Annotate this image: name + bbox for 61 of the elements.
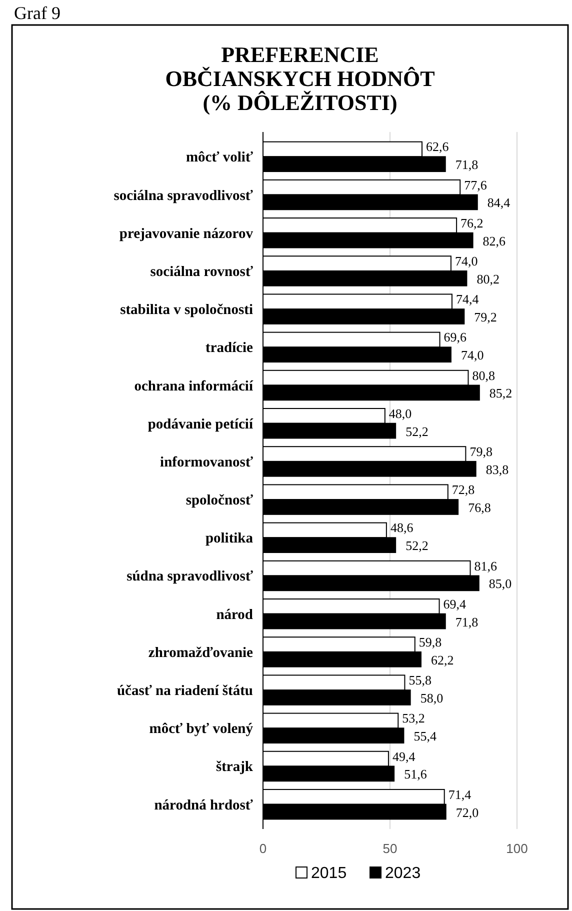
y-tick-label: ochrana informácií xyxy=(134,378,254,394)
y-tick-label: účasť na riadení štátu xyxy=(116,683,253,700)
y-tick-label: môcť byť volený xyxy=(149,721,254,738)
y-tick-label: spoločnosť xyxy=(186,492,254,509)
data-label: 83,8 xyxy=(486,462,509,477)
data-label: 85,2 xyxy=(489,386,512,401)
y-tick-label: zhromažďovanie xyxy=(148,644,254,661)
data-label: 84,4 xyxy=(487,195,511,210)
data-label: 79,8 xyxy=(470,444,492,460)
x-tick-label: 50 xyxy=(382,841,398,856)
y-tick-label: môcť voliť xyxy=(186,150,254,166)
y-tick-label: podávanie petícií xyxy=(148,416,254,432)
data-label: 74,4 xyxy=(456,292,480,307)
data-label: 74,0 xyxy=(460,348,484,363)
y-tick-label: súdna spravodlivosť xyxy=(126,568,254,585)
data-label: 62,6 xyxy=(426,139,450,154)
y-tick-label: štrajk xyxy=(216,759,254,776)
data-label: 69,6 xyxy=(444,330,468,345)
data-label: 82,6 xyxy=(482,233,506,248)
data-label: 81,6 xyxy=(474,558,498,574)
data-label: 48,6 xyxy=(390,520,414,536)
y-tick-label: stabilita v spoločnosti xyxy=(120,302,253,318)
data-label: 85,0 xyxy=(488,576,512,592)
y-tick-label: prejavovanie názorov xyxy=(119,226,254,242)
data-label: 55,8 xyxy=(408,672,432,688)
data-label: 80,2 xyxy=(476,271,500,286)
data-label: 53,2 xyxy=(402,710,425,726)
data-label: 59,8 xyxy=(418,634,442,650)
data-label: 71,8 xyxy=(455,157,478,172)
x-tick-label: 100 xyxy=(506,841,528,856)
y-tick-label: národ xyxy=(216,606,253,623)
x-tick-label: 0 xyxy=(259,841,267,856)
data-label: 76,2 xyxy=(460,215,484,230)
y-tick-label: informovanosť xyxy=(160,454,254,470)
data-label: 72,8 xyxy=(452,482,475,498)
y-tick-label: tradície xyxy=(205,340,254,356)
data-label: 79,2 xyxy=(474,309,497,324)
data-label: 74,0 xyxy=(454,254,478,269)
chart-title: PREFERENCIE OBČIANSKYCH HODNÔT (% DÔLEŽITOSTI) xyxy=(165,42,436,115)
legend-label: 2015 xyxy=(311,865,347,882)
y-tick-label: sociálna rovnosť xyxy=(150,264,254,280)
data-label: 71,8 xyxy=(455,614,478,630)
y-tick-label: politika xyxy=(205,530,254,547)
y-tick-label: sociálna spravodlivosť xyxy=(114,188,254,204)
data-label: 49,4 xyxy=(392,748,416,764)
data-label: 69,4 xyxy=(443,596,467,612)
data-label: 52,2 xyxy=(406,424,428,439)
legend-label: 2023 xyxy=(385,865,421,882)
data-label: 71,4 xyxy=(448,786,472,802)
data-label: 55,4 xyxy=(414,728,437,744)
data-label: 51,6 xyxy=(404,766,428,782)
data-label: 48,0 xyxy=(388,406,412,421)
data-label: 76,8 xyxy=(468,500,491,515)
data-label: 72,0 xyxy=(456,804,479,820)
data-label: 77,6 xyxy=(464,177,488,192)
data-label: 80,8 xyxy=(472,368,495,383)
y-tick-label: národná hrdosť xyxy=(154,797,254,814)
data-label: 52,2 xyxy=(406,538,428,554)
data-label: 62,2 xyxy=(430,652,454,668)
data-label: 58,0 xyxy=(420,690,444,706)
text: Graf 9 xyxy=(14,3,60,23)
